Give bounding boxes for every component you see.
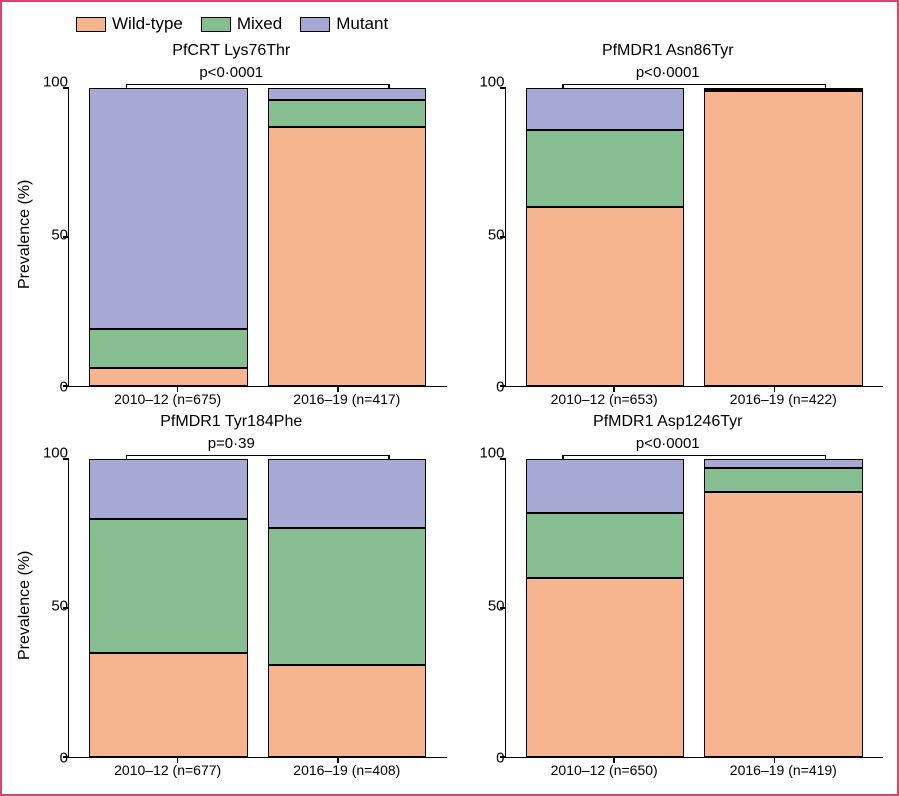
segment-wild_type xyxy=(526,578,685,757)
x-tick-mark xyxy=(613,757,615,763)
legend-label-mutant: Mutant xyxy=(336,14,388,34)
swatch-mutant xyxy=(300,17,330,32)
y-tick-label: 0 xyxy=(496,751,504,766)
y-tick-label: 50 xyxy=(488,598,505,613)
y-tick-label: 50 xyxy=(488,227,505,242)
legend-label-wildtype: Wild-type xyxy=(112,14,183,34)
segment-mixed xyxy=(526,513,685,579)
legend-item-wildtype: Wild-type xyxy=(76,14,183,34)
panel-title: PfMDR1 Asp1246Tyr xyxy=(453,413,884,433)
x-tick-mark xyxy=(774,757,776,763)
stacked-bar xyxy=(268,88,427,386)
segment-mutant xyxy=(268,88,427,100)
stacked-bar xyxy=(526,88,685,386)
panel-1: PfMDR1 Asn86Tyrp<0·0001Prevalence (%)050… xyxy=(453,36,884,407)
legend-item-mixed: Mixed xyxy=(201,14,282,34)
stacked-bar xyxy=(704,459,863,757)
x-label: 2010–12 (n=677) xyxy=(88,762,247,778)
x-tick-mark xyxy=(177,386,179,392)
y-ticks: 050100 xyxy=(475,453,505,758)
y-ticks: 050100 xyxy=(38,453,68,758)
x-labels: 2010–12 (n=677) 2016–19 (n=408) xyxy=(68,762,447,778)
panel-title: PfMDR1 Asn86Tyr xyxy=(453,42,884,62)
x-tick-mark xyxy=(177,757,179,763)
segment-mutant xyxy=(526,88,685,130)
segment-mutant xyxy=(526,459,685,513)
y-tick-label: 0 xyxy=(496,380,504,395)
p-value: p<0·0001 xyxy=(453,64,884,82)
swatch-wildtype xyxy=(76,17,106,32)
segment-mutant xyxy=(704,459,863,468)
panel-title: PfCRT Lys76Thr xyxy=(16,42,447,62)
p-value: p=0·39 xyxy=(16,435,447,453)
swatch-mixed xyxy=(201,17,231,32)
legend-item-mutant: Mutant xyxy=(300,14,388,34)
panel-grid: PfCRT Lys76Thrp<0·0001Prevalence (%)0501… xyxy=(16,36,883,778)
segment-mixed xyxy=(268,528,427,665)
segment-mutant xyxy=(89,88,248,329)
panel-title: PfMDR1 Tyr184Phe xyxy=(16,413,447,433)
segment-mutant xyxy=(704,88,863,90)
segment-mixed xyxy=(704,468,863,492)
x-label: 2016–19 (n=419) xyxy=(704,762,863,778)
x-labels: 2010–12 (n=653) 2016–19 (n=422) xyxy=(505,391,884,407)
y-axis-label: Prevalence (%) xyxy=(16,453,38,758)
segment-mutant xyxy=(89,459,248,519)
legend: Wild-type Mixed Mutant xyxy=(16,14,883,34)
x-label: 2016–19 (n=422) xyxy=(704,391,863,407)
p-value: p<0·0001 xyxy=(16,64,447,82)
segment-mixed xyxy=(268,100,427,127)
segment-wild_type xyxy=(526,207,685,386)
stacked-bar xyxy=(89,459,248,757)
segment-wild_type xyxy=(89,368,248,386)
segment-wild_type xyxy=(704,492,863,757)
plot-area xyxy=(505,459,884,758)
segment-mixed xyxy=(89,329,248,368)
panel-3: PfMDR1 Asp1246Tyrp<0·0001Prevalence (%)0… xyxy=(453,407,884,778)
segment-wild_type xyxy=(268,127,427,386)
bars-container xyxy=(69,459,447,757)
x-tick-mark xyxy=(613,386,615,392)
panel-2: PfMDR1 Tyr184Phe p=0·39Prevalence (%)0501… xyxy=(16,407,447,778)
segment-mutant xyxy=(268,459,427,528)
x-tick-mark xyxy=(337,386,339,392)
y-tick-label: 0 xyxy=(60,380,68,395)
p-value: p<0·0001 xyxy=(453,435,884,453)
y-tick-label: 50 xyxy=(51,598,68,613)
x-tick-mark xyxy=(774,386,776,392)
y-tick-label: 0 xyxy=(60,751,68,766)
stacked-bar xyxy=(89,88,248,386)
segment-wild_type xyxy=(268,665,427,757)
x-tick-mark xyxy=(337,757,339,763)
figure-container: Wild-type Mixed Mutant PfCRT Lys76Thr p<0… xyxy=(0,0,899,796)
bars-container xyxy=(506,88,884,386)
stacked-bar xyxy=(268,459,427,757)
legend-label-mixed: Mixed xyxy=(237,14,282,34)
x-label: 2010–12 (n=675) xyxy=(88,391,247,407)
x-label: 2010–12 (n=650) xyxy=(525,762,684,778)
x-labels: 2010–12 (n=675) 2016–19 (n=417) xyxy=(68,391,447,407)
y-ticks: 050100 xyxy=(475,82,505,387)
bars-container xyxy=(506,459,884,757)
segment-mixed xyxy=(526,130,685,207)
plot-area xyxy=(68,88,447,387)
y-axis-label: Prevalence (%) xyxy=(16,82,38,387)
segment-mixed xyxy=(89,519,248,653)
segment-wild_type xyxy=(89,653,248,757)
segment-wild_type xyxy=(704,91,863,386)
panel-0: PfCRT Lys76Thr p<0·0001Prevalence (%)0501… xyxy=(16,36,447,407)
x-label: 2016–19 (n=408) xyxy=(267,762,426,778)
x-label: 2016–19 (n=417) xyxy=(267,391,426,407)
x-labels: 2010–12 (n=650) 2016–19 (n=419) xyxy=(505,762,884,778)
x-label: 2010–12 (n=653) xyxy=(525,391,684,407)
stacked-bar xyxy=(704,88,863,386)
plot-area xyxy=(68,459,447,758)
stacked-bar xyxy=(526,459,685,757)
bars-container xyxy=(69,88,447,386)
y-ticks: 050100 xyxy=(38,82,68,387)
y-tick-label: 50 xyxy=(51,227,68,242)
plot-area xyxy=(505,88,884,387)
